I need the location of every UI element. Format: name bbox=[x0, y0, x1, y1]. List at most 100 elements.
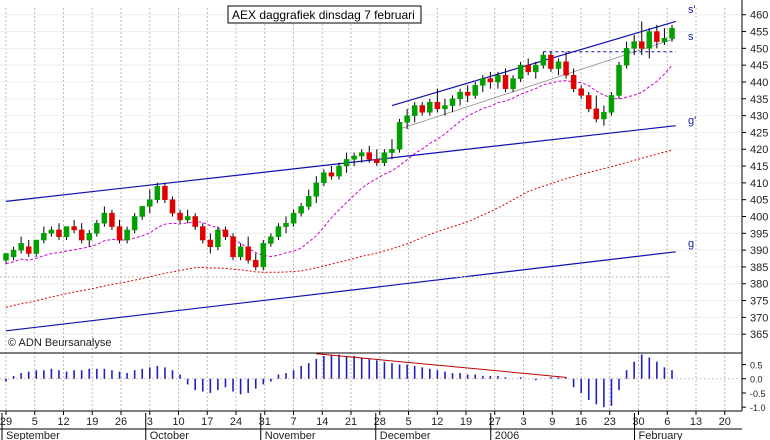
candle-up bbox=[623, 48, 630, 66]
candle-down bbox=[222, 229, 229, 237]
channel-g-prime bbox=[5, 125, 676, 202]
candle-up bbox=[94, 222, 100, 234]
candlesticks bbox=[3, 21, 675, 271]
channel-s-prime bbox=[391, 20, 676, 107]
candle-down bbox=[109, 212, 115, 227]
x-tick-label: 13 bbox=[690, 416, 702, 428]
channel-label: s' bbox=[688, 4, 696, 16]
candle-up bbox=[154, 185, 161, 200]
candle-down bbox=[192, 216, 198, 227]
divergence-line bbox=[316, 353, 567, 378]
price-tick-label: 445 bbox=[750, 60, 768, 72]
channel-label: g bbox=[688, 238, 694, 250]
x-tick-label: 19 bbox=[460, 416, 472, 428]
candle-up bbox=[41, 233, 47, 241]
x-tick-label: 20 bbox=[719, 416, 731, 428]
candle-down bbox=[177, 212, 183, 221]
candle-up bbox=[101, 212, 108, 224]
x-tick-label: 17 bbox=[201, 416, 213, 428]
candle-up bbox=[601, 111, 607, 120]
candle-up bbox=[321, 172, 327, 184]
candle-down bbox=[366, 152, 373, 160]
candle-down bbox=[78, 229, 85, 241]
x-tick-label: 28 bbox=[374, 416, 386, 428]
candle-down bbox=[563, 61, 569, 76]
x-tick-label: 5 bbox=[405, 416, 411, 428]
channel-label: g' bbox=[688, 115, 696, 127]
candle-up bbox=[616, 64, 622, 96]
candle-up bbox=[631, 41, 637, 49]
x-tick-label: 21 bbox=[345, 416, 357, 428]
candle-down bbox=[487, 78, 494, 83]
x-tick-label: 19 bbox=[86, 416, 98, 428]
title-box: AEX daggrafiek dinsdag 7 februari bbox=[227, 5, 422, 24]
candle-up bbox=[237, 246, 244, 258]
channel-label: s bbox=[688, 31, 694, 43]
candle-up bbox=[268, 236, 274, 244]
candle-down bbox=[230, 236, 236, 258]
x-tick-label: 24 bbox=[230, 416, 242, 428]
price-tick-label: 385 bbox=[750, 262, 768, 274]
month-label: February bbox=[639, 430, 684, 440]
month-label: November bbox=[265, 430, 316, 440]
candle-up bbox=[313, 182, 320, 197]
candle-down bbox=[169, 199, 176, 214]
candle-down bbox=[578, 88, 584, 96]
candle-down bbox=[200, 226, 206, 241]
candle-down bbox=[25, 246, 32, 254]
candle-down bbox=[525, 64, 531, 73]
price-tick-label: 455 bbox=[750, 27, 768, 39]
candle-down bbox=[162, 185, 168, 200]
x-tick-label: 12 bbox=[431, 416, 443, 428]
candle-up bbox=[540, 54, 547, 66]
candle-up bbox=[33, 239, 40, 254]
candle-up bbox=[381, 152, 388, 163]
ma-long-line bbox=[5, 149, 673, 308]
month-label: 2006 bbox=[495, 430, 519, 440]
candle-up bbox=[283, 222, 289, 227]
x-tick-label: 16 bbox=[575, 416, 587, 428]
candle-up bbox=[63, 226, 70, 237]
month-label: September bbox=[6, 430, 60, 440]
price-tick-label: 450 bbox=[750, 43, 768, 55]
price-tick-label: 390 bbox=[750, 245, 768, 257]
candle-up bbox=[298, 206, 304, 214]
x-tick-label: 3 bbox=[147, 416, 153, 428]
candle-down bbox=[502, 75, 509, 89]
candle-up bbox=[139, 206, 145, 217]
candle-down bbox=[116, 226, 123, 241]
candle-up bbox=[86, 233, 92, 241]
candle-up bbox=[495, 75, 501, 83]
candle-up bbox=[18, 243, 24, 251]
osc-tick-label: -0.5 bbox=[750, 389, 766, 399]
price-tick-label: 405 bbox=[750, 195, 768, 207]
candle-up bbox=[48, 229, 55, 234]
candle-up bbox=[449, 98, 456, 106]
price-tick-label: 380 bbox=[750, 279, 768, 291]
price-tick-label: 375 bbox=[750, 296, 768, 308]
x-tick-label: 6 bbox=[664, 416, 670, 428]
candle-down bbox=[586, 95, 592, 110]
price-tick-label: 410 bbox=[750, 178, 768, 190]
candle-down bbox=[464, 91, 471, 96]
candle-up bbox=[517, 64, 524, 79]
candle-down bbox=[253, 259, 259, 268]
candle-up bbox=[480, 78, 486, 86]
candle-up bbox=[358, 152, 365, 157]
x-tick-label: 10 bbox=[172, 416, 184, 428]
x-tick-label: 5 bbox=[32, 416, 38, 428]
osc-tick-label: 0.0 bbox=[750, 375, 763, 385]
price-tick-label: 415 bbox=[750, 161, 768, 173]
chart-title: AEX daggrafiek dinsdag 7 februari bbox=[232, 8, 415, 22]
price-tick-label: 440 bbox=[750, 77, 768, 89]
x-tick-label: 7 bbox=[290, 416, 296, 428]
candle-up bbox=[305, 196, 312, 207]
title-frame bbox=[227, 5, 422, 24]
month-label: October bbox=[150, 430, 189, 440]
price-tick-label: 435 bbox=[750, 94, 768, 106]
candle-up bbox=[389, 148, 395, 153]
candle-up bbox=[10, 249, 17, 258]
price-tick-label: 400 bbox=[750, 211, 768, 223]
